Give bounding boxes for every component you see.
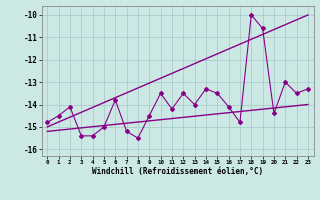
X-axis label: Windchill (Refroidissement éolien,°C): Windchill (Refroidissement éolien,°C)	[92, 167, 263, 176]
